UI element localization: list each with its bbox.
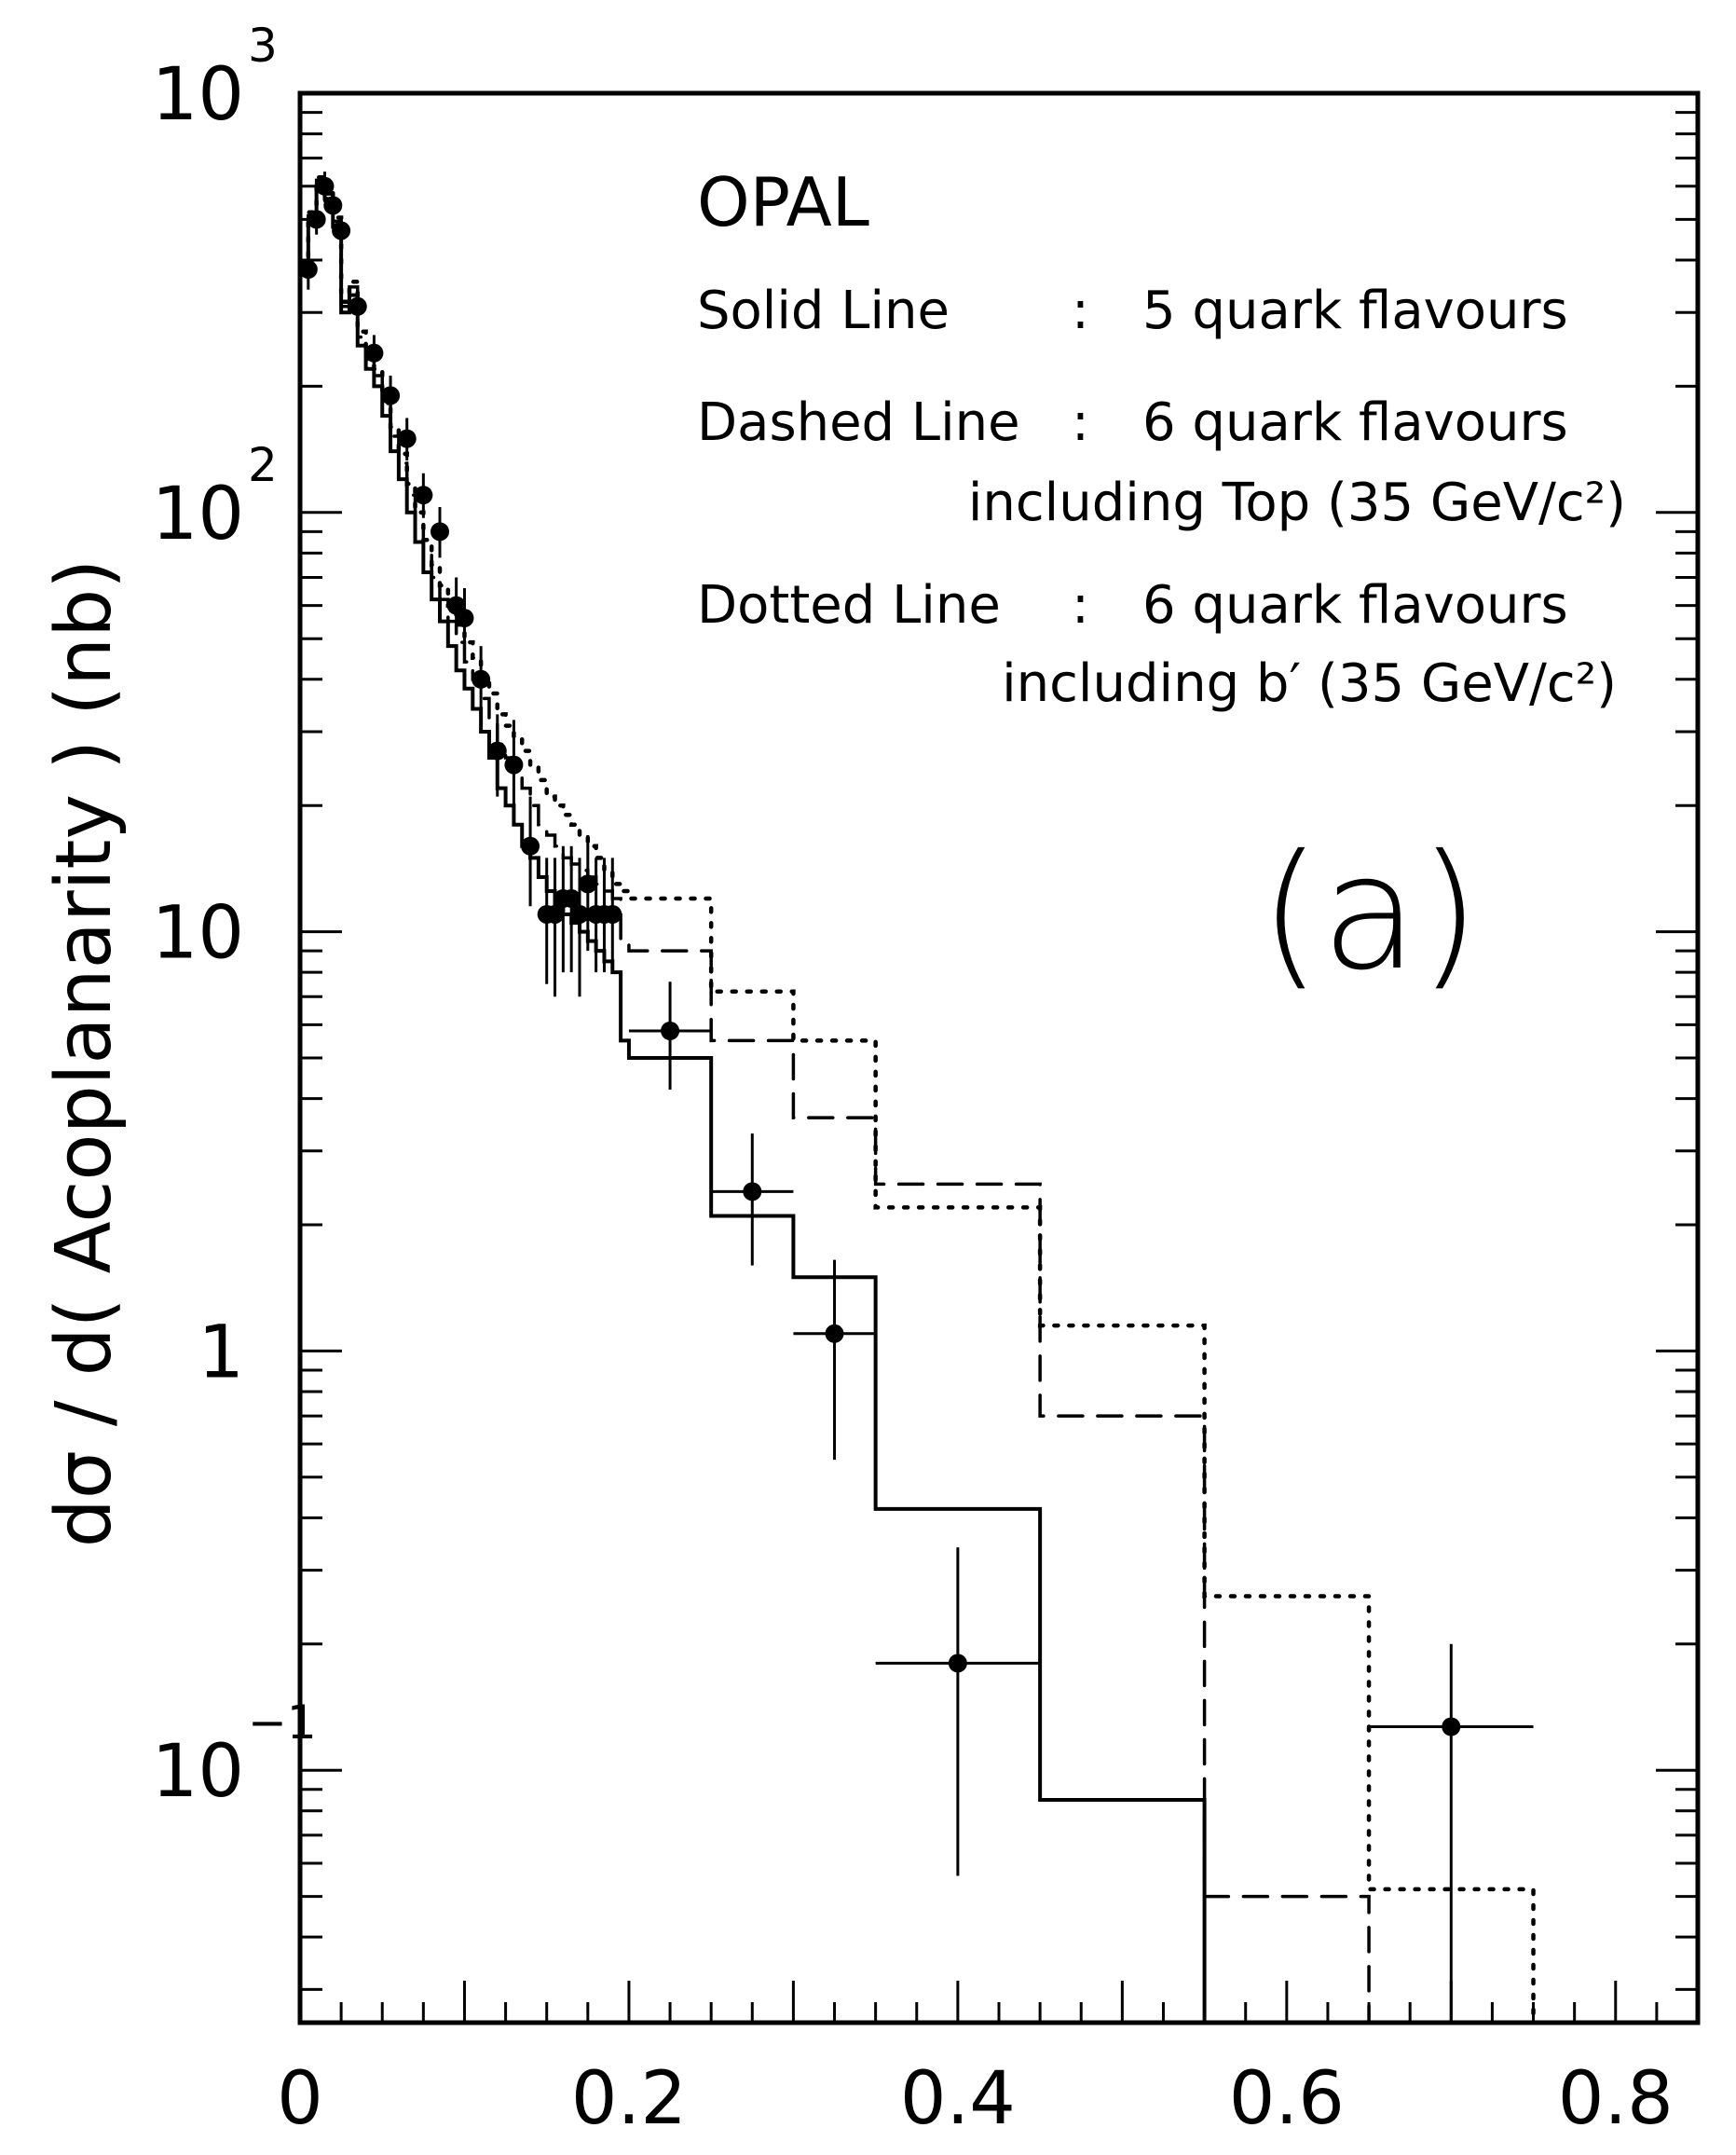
histogram-layer bbox=[297, 175, 1536, 2025]
data-point bbox=[545, 858, 565, 997]
data-point bbox=[332, 215, 351, 247]
legend: Solid Line : 5 quark flavours Dashed Lin… bbox=[697, 281, 1626, 714]
legend-solid-name: Solid Line bbox=[697, 281, 950, 341]
data-point bbox=[414, 473, 433, 518]
data-point bbox=[875, 1547, 1041, 1876]
data-point-marker bbox=[487, 741, 507, 761]
legend-dashed-desc: 6 quark flavours bbox=[1142, 392, 1568, 453]
data-point bbox=[562, 845, 581, 973]
data-point-marker bbox=[364, 343, 384, 363]
legend-solid-desc: 5 quark flavours bbox=[1142, 281, 1568, 341]
y-axis-label: dσ / d( Acoplanarity ) (nb) bbox=[40, 559, 129, 1547]
legend-dashed-desc2: including Top (35 GeV/c²) bbox=[968, 473, 1626, 533]
y-tick-label: 10 bbox=[152, 892, 244, 976]
x-tick-label: 0.4 bbox=[900, 2057, 1016, 2141]
data-point-marker bbox=[381, 386, 401, 405]
y-tick-label: 1 bbox=[198, 1311, 244, 1394]
histogram-solid-line bbox=[298, 184, 1207, 2025]
data-point-marker bbox=[323, 196, 343, 215]
data-point-marker bbox=[348, 296, 367, 316]
data-point bbox=[472, 646, 491, 715]
data-point-marker bbox=[948, 1654, 967, 1673]
legend-dotted-sep: : bbox=[1072, 575, 1089, 636]
data-point-marker bbox=[562, 888, 581, 908]
histogram-dashed-line bbox=[298, 178, 1371, 2025]
data-point bbox=[487, 714, 507, 797]
data-points-layer bbox=[298, 172, 1534, 2023]
data-point-marker bbox=[298, 260, 318, 280]
data-point bbox=[628, 981, 712, 1091]
y-tick-exponent: 3 bbox=[248, 19, 278, 73]
legend-dotted-desc: 6 quark flavours bbox=[1142, 575, 1568, 636]
x-tick-label: 0.8 bbox=[1558, 2057, 1674, 2141]
data-point bbox=[381, 376, 401, 417]
legend-dashed-name: Dashed Line bbox=[697, 392, 1020, 453]
data-point bbox=[323, 192, 343, 220]
plot-frame bbox=[297, 90, 1701, 2025]
x-tick-label: 0.6 bbox=[1229, 2057, 1345, 2141]
data-point bbox=[364, 335, 384, 374]
data-point-marker bbox=[521, 836, 540, 856]
data-point-marker bbox=[1442, 1717, 1461, 1736]
data-point-marker bbox=[545, 904, 565, 924]
y-tick-exponent: 2 bbox=[248, 438, 278, 492]
data-point bbox=[793, 1259, 876, 1461]
axis-ticks bbox=[298, 91, 1700, 2023]
data-point-marker bbox=[431, 522, 449, 542]
data-point bbox=[578, 834, 597, 952]
data-point-marker bbox=[397, 429, 417, 448]
data-point-marker bbox=[455, 609, 474, 628]
data-point-marker bbox=[743, 1182, 762, 1201]
x-tick-label: 0 bbox=[277, 2057, 323, 2141]
x-tick-label: 0.2 bbox=[571, 2057, 687, 2141]
data-point bbox=[1369, 1643, 1534, 2023]
data-point bbox=[521, 796, 540, 907]
data-point-marker bbox=[825, 1324, 844, 1343]
panel-label: (a) bbox=[1260, 821, 1481, 1006]
data-point bbox=[455, 587, 474, 651]
data-point-marker bbox=[603, 904, 622, 924]
data-point-marker bbox=[414, 486, 433, 505]
data-point bbox=[315, 172, 335, 202]
data-point bbox=[711, 1133, 794, 1266]
histogram-dotted-line bbox=[297, 175, 1536, 2025]
legend-dashed-sep: : bbox=[1072, 392, 1089, 453]
y-tick-label: 10 bbox=[152, 53, 244, 137]
legend-dotted-name: Dotted Line bbox=[697, 575, 1001, 636]
y-tick-label: 10 bbox=[152, 1730, 244, 1814]
data-point bbox=[348, 289, 367, 325]
legend-solid-sep: : bbox=[1072, 281, 1089, 341]
data-point-marker bbox=[315, 176, 335, 196]
data-point bbox=[431, 507, 449, 558]
data-point-marker bbox=[661, 1022, 680, 1041]
data-point-marker bbox=[578, 874, 597, 894]
y-tick-exponent: −1 bbox=[248, 1695, 317, 1750]
data-point bbox=[603, 858, 622, 973]
data-point bbox=[397, 418, 417, 461]
legend-dotted-desc2: including b′ (35 GeV/c²) bbox=[1002, 653, 1617, 714]
data-point-marker bbox=[570, 904, 589, 924]
chart-title: OPAL bbox=[697, 163, 869, 241]
data-point-marker bbox=[504, 755, 524, 775]
data-point-marker bbox=[472, 669, 491, 689]
data-point bbox=[298, 251, 318, 290]
y-tick-label: 10 bbox=[152, 473, 244, 556]
data-point bbox=[504, 720, 524, 816]
data-point-marker bbox=[332, 221, 351, 240]
